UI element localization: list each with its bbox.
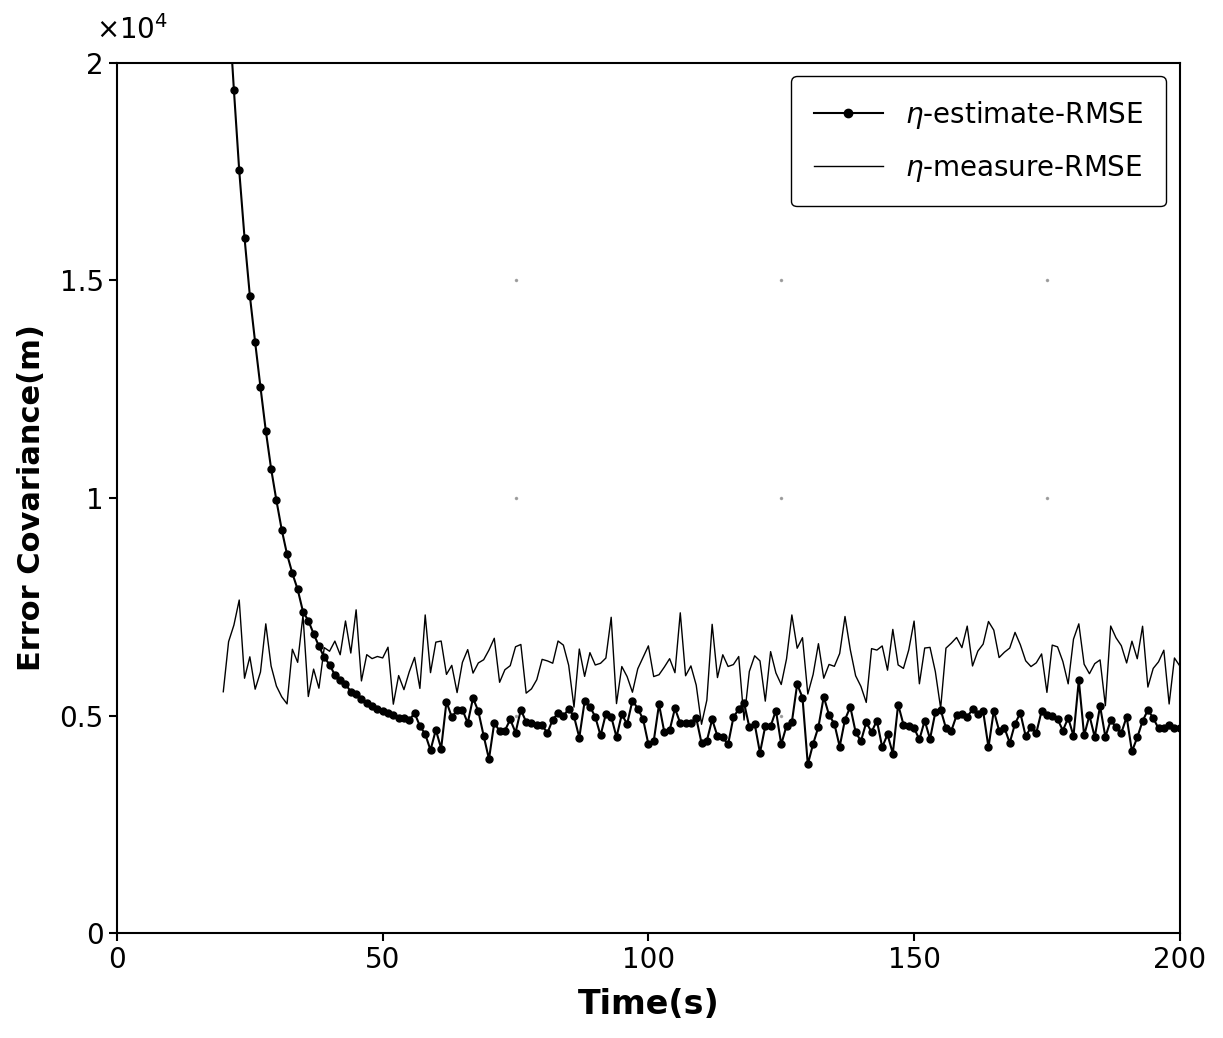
Legend: $\eta$-estimate-RMSE, $\eta$-measure-RMSE: $\eta$-estimate-RMSE, $\eta$-measure-RMS… xyxy=(791,77,1166,207)
Text: $\times 10^4$: $\times 10^4$ xyxy=(95,16,168,45)
Y-axis label: Error Covariance(m): Error Covariance(m) xyxy=(17,325,45,672)
X-axis label: Time(s): Time(s) xyxy=(577,988,719,1021)
